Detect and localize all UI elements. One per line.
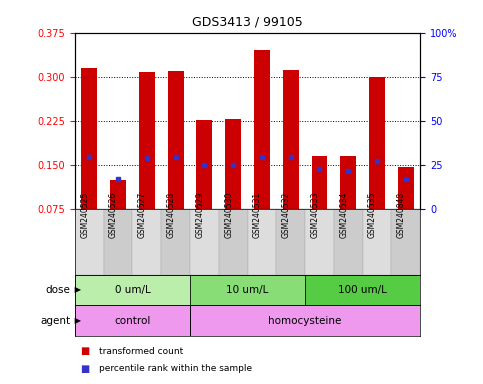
Bar	[334, 209, 363, 275]
Text: ■: ■	[80, 346, 89, 356]
Text: ▶: ▶	[72, 316, 82, 325]
Text: GSM240528: GSM240528	[167, 192, 176, 238]
Bar	[197, 120, 213, 209]
Bar	[391, 209, 420, 275]
Text: GSM240530: GSM240530	[224, 191, 233, 238]
Text: percentile rank within the sample: percentile rank within the sample	[99, 364, 252, 373]
Text: control: control	[114, 316, 151, 326]
Bar	[369, 77, 385, 209]
Text: ■: ■	[80, 364, 89, 374]
Bar	[81, 68, 97, 209]
Text: ▶: ▶	[72, 285, 82, 295]
Text: agent: agent	[40, 316, 70, 326]
Text: 10 um/L: 10 um/L	[227, 285, 269, 295]
Bar	[225, 119, 241, 209]
Bar	[398, 167, 414, 209]
Bar	[75, 305, 190, 336]
Text: GSM240529: GSM240529	[195, 191, 204, 238]
Bar	[305, 209, 334, 275]
Bar	[75, 275, 190, 305]
Bar	[104, 209, 132, 275]
Bar	[161, 209, 190, 275]
Bar	[283, 70, 298, 209]
Bar	[219, 209, 247, 275]
Text: GSM240525: GSM240525	[80, 191, 89, 238]
Bar	[110, 180, 126, 209]
Text: transformed count: transformed count	[99, 347, 183, 356]
Text: GSM240531: GSM240531	[253, 191, 262, 238]
Bar	[139, 72, 155, 209]
Bar	[254, 50, 270, 209]
Bar	[190, 209, 219, 275]
Bar	[190, 275, 305, 305]
Text: GSM240848: GSM240848	[397, 192, 406, 238]
Text: homocysteine: homocysteine	[269, 316, 342, 326]
Text: 100 um/L: 100 um/L	[338, 285, 387, 295]
Text: dose: dose	[45, 285, 70, 295]
Bar	[247, 209, 276, 275]
Text: GSM240533: GSM240533	[311, 191, 319, 238]
Text: 0 um/L: 0 um/L	[114, 285, 150, 295]
Bar	[305, 275, 420, 305]
Bar	[276, 209, 305, 275]
Bar	[312, 156, 327, 209]
Text: GSM240526: GSM240526	[109, 191, 118, 238]
Text: GDS3413 / 99105: GDS3413 / 99105	[192, 15, 303, 28]
Text: GSM240535: GSM240535	[368, 191, 377, 238]
Text: GSM240532: GSM240532	[282, 191, 291, 238]
Bar	[132, 209, 161, 275]
Text: GSM240534: GSM240534	[339, 191, 348, 238]
Bar	[363, 209, 391, 275]
Text: GSM240527: GSM240527	[138, 191, 147, 238]
Bar	[190, 305, 420, 336]
Bar	[168, 71, 184, 209]
Bar	[75, 209, 104, 275]
Bar	[341, 156, 356, 209]
